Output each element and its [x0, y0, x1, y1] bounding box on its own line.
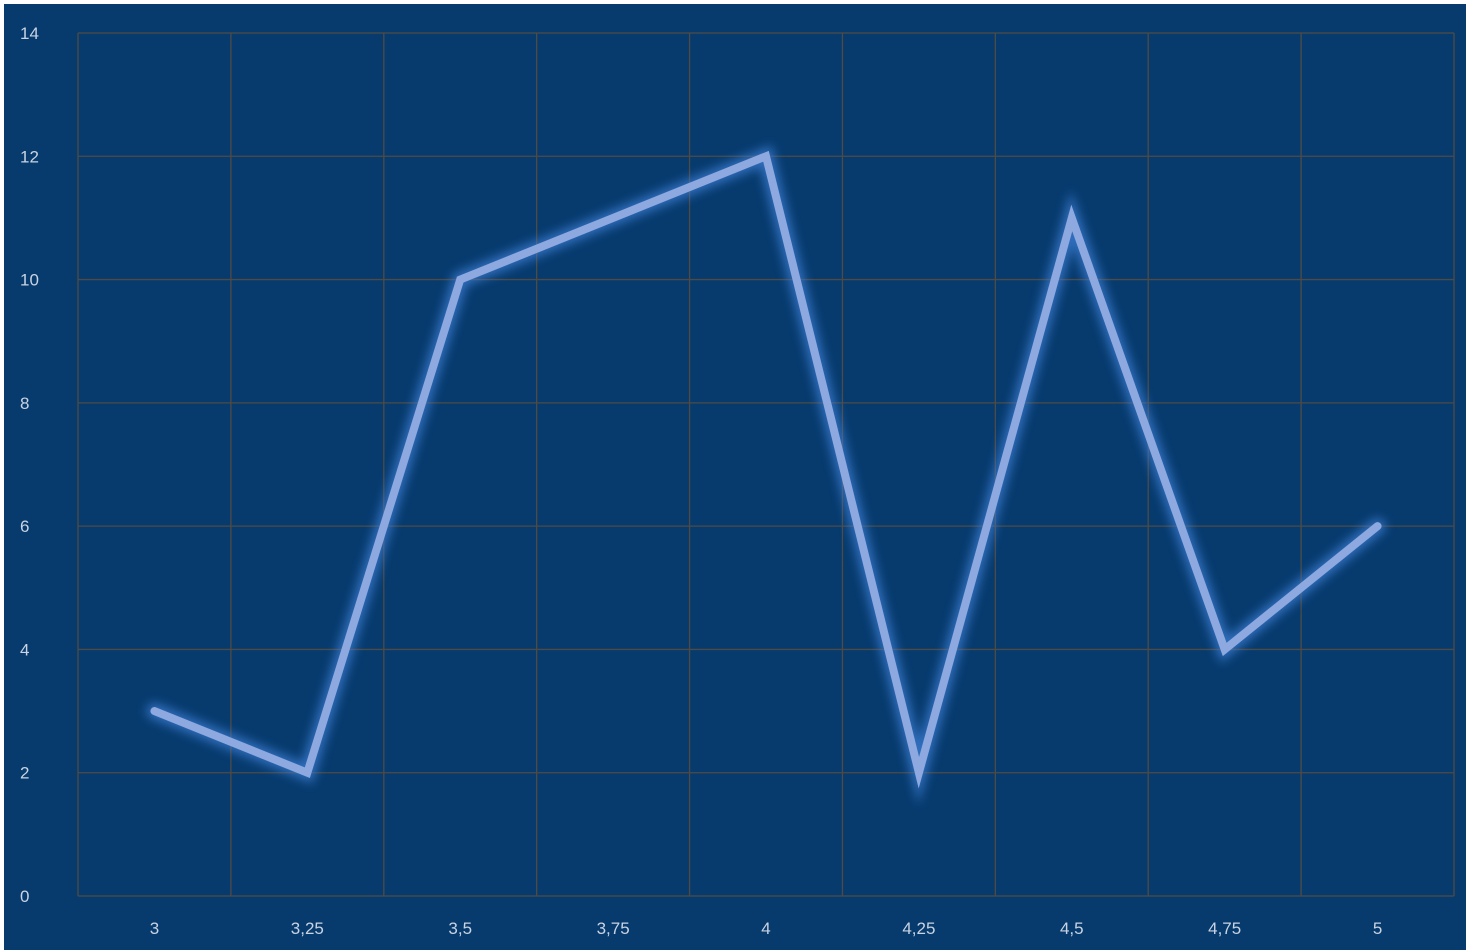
y-tick-label: 8 — [20, 394, 29, 413]
y-tick-label: 14 — [20, 24, 39, 43]
x-tick-label: 4 — [761, 919, 770, 938]
x-tick-label: 5 — [1373, 919, 1382, 938]
y-tick-label: 6 — [20, 517, 29, 536]
y-tick-label: 4 — [20, 640, 29, 659]
x-tick-label: 3 — [150, 919, 159, 938]
x-tick-label: 4,75 — [1208, 919, 1241, 938]
line-chart: 3 3,25 3,5 3,75 4 4,25 4,5 4,75 5 0 2 4 6 8 10 12 14 — [20, 24, 1455, 938]
x-tick-label: 4,25 — [902, 919, 935, 938]
x-tick-label: 3,75 — [597, 919, 630, 938]
x-tick-label: 3,5 — [448, 919, 472, 938]
y-tick-label: 12 — [20, 147, 39, 166]
chart-area: 3 3,25 3,5 3,75 4 4,25 4,5 4,75 5 0 2 4 6 8 10 12 14 — [4, 4, 1466, 950]
x-tick-label: 3,25 — [291, 919, 324, 938]
series-line — [150, 150, 1382, 789]
x-tick-label: 4,5 — [1060, 919, 1084, 938]
y-tick-label: 2 — [20, 764, 29, 783]
y-tick-label: 0 — [20, 887, 29, 906]
y-tick-label: 10 — [20, 271, 39, 290]
